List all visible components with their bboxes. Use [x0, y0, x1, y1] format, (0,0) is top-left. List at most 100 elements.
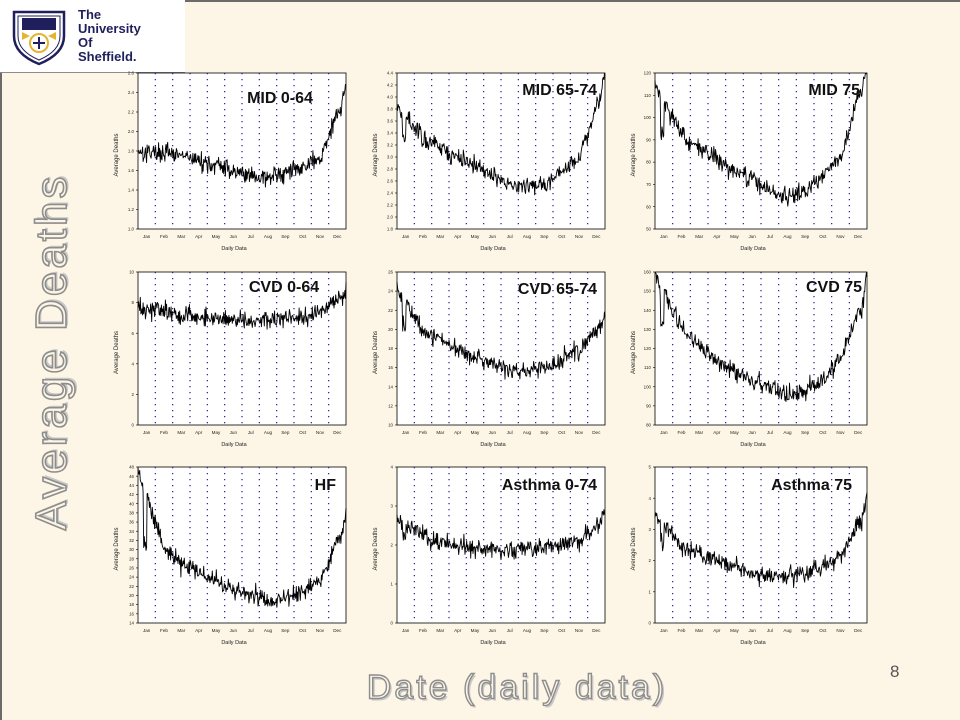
- x-tick-label: Mar: [436, 234, 444, 239]
- y-tick-label: 100: [644, 115, 652, 120]
- x-tick-label: Sep: [540, 430, 549, 435]
- x-tick-label: Aug: [264, 430, 273, 435]
- x-tick-label: Jun: [230, 628, 238, 633]
- slide-x-axis-title: Date (daily data): [366, 668, 668, 707]
- x-tick-label: Feb: [678, 234, 686, 239]
- x-tick-label: May: [212, 628, 221, 633]
- x-tick-label: Oct: [819, 430, 827, 435]
- x-tick-label: Dec: [592, 430, 601, 435]
- series-line: [655, 272, 868, 403]
- x-tick-label: Aug: [523, 234, 532, 239]
- y-tick-label: 3.4: [387, 131, 394, 136]
- y-tick-label: 4: [649, 496, 652, 501]
- chart-panel-3: Jan Feb Mar Apr May Jun Jul Aug Sep Oct Nov Dec 50 60…: [631, 71, 868, 252]
- y-tick-label: 150: [644, 289, 652, 294]
- y-axis-label: Average Deaths: [373, 528, 379, 571]
- x-tick-label: Dec: [592, 628, 601, 633]
- chart-title: Asthma 75: [771, 477, 852, 494]
- y-tick-label: 6: [132, 331, 135, 336]
- series-line: [654, 492, 868, 589]
- x-tick-label: Aug: [264, 628, 273, 633]
- y-tick-label: 4: [132, 361, 135, 366]
- x-tick-label: Sep: [801, 430, 810, 435]
- y-tick-label: 14: [129, 621, 134, 626]
- chart-panel-5: Jan Feb Mar Apr May Jun Jul Aug Sep Oct Nov Dec 10 12…: [373, 270, 606, 448]
- x-axis-label: Daily Data: [740, 246, 766, 252]
- x-tick-label: Jan: [402, 234, 410, 239]
- series-line: [137, 282, 347, 330]
- chart-panel-7: Jan Feb Mar Apr May Jun Jul Aug Sep Oct Nov Dec 14 16…: [114, 465, 347, 646]
- x-tick-label: Oct: [558, 234, 566, 239]
- y-tick-label: 24: [129, 575, 134, 580]
- y-tick-label: 22: [129, 584, 134, 589]
- chart-panel-4: Jan Feb Mar Apr May Jun Jul Aug Sep Oct Nov Dec 0 2 4 6…: [114, 270, 347, 448]
- y-tick-label: 120: [644, 346, 652, 351]
- x-tick-label: Aug: [264, 234, 273, 239]
- x-tick-label: Apr: [195, 628, 203, 633]
- y-tick-label: 3.6: [387, 119, 394, 124]
- y-tick-label: 46: [129, 474, 134, 479]
- chart-title: MID 75: [808, 82, 860, 99]
- x-tick-label: Jul: [767, 628, 773, 633]
- series-line: [396, 509, 606, 561]
- x-tick-label: Jan: [143, 430, 151, 435]
- x-tick-label: Jul: [248, 628, 254, 633]
- x-tick-label: Mar: [177, 234, 185, 239]
- x-tick-label: Apr: [454, 628, 462, 633]
- y-tick-label: 50: [646, 227, 651, 232]
- x-tick-label: Aug: [523, 430, 532, 435]
- chart-title: MID 0-64: [247, 90, 313, 107]
- x-tick-label: Oct: [558, 628, 566, 633]
- chart-panel-2: Jan Feb Mar Apr May Jun Jul Aug Sep Oct Nov Dec 1.8 2…: [373, 71, 606, 252]
- x-tick-label: May: [471, 430, 480, 435]
- y-tick-label: 1: [391, 582, 394, 587]
- chart-panel-1: Jan Feb Mar Apr May Jun Jul Aug Sep Oct Nov Dec 1.0 1…: [114, 71, 347, 252]
- chart-title: MID 65-74: [522, 82, 597, 99]
- y-tick-label: 90: [646, 137, 651, 142]
- x-tick-label: Mar: [695, 430, 703, 435]
- x-tick-label: Mar: [695, 234, 703, 239]
- x-tick-label: Sep: [540, 628, 549, 633]
- x-tick-label: Apr: [195, 430, 203, 435]
- plot-area: [137, 271, 347, 426]
- x-tick-label: Jun: [489, 430, 497, 435]
- y-tick-label: 3.8: [387, 107, 394, 112]
- y-axis-label: Average Deaths: [114, 528, 120, 571]
- x-tick-label: Sep: [281, 430, 290, 435]
- y-tick-label: 2.6: [128, 71, 135, 76]
- y-tick-label: 1: [649, 589, 652, 594]
- x-tick-label: Feb: [160, 234, 168, 239]
- y-tick-label: 1.8: [128, 149, 135, 154]
- page-number: 8: [890, 662, 900, 681]
- x-tick-label: May: [730, 234, 739, 239]
- y-tick-label: 5: [649, 465, 652, 470]
- y-tick-label: 36: [129, 520, 134, 525]
- y-tick-label: 26: [388, 270, 393, 275]
- x-tick-label: Nov: [316, 628, 325, 633]
- x-tick-label: May: [730, 628, 739, 633]
- y-tick-label: 160: [644, 270, 652, 275]
- x-tick-label: Jan: [143, 628, 151, 633]
- y-tick-label: 1.4: [128, 188, 135, 193]
- y-tick-label: 2.4: [387, 191, 394, 196]
- chart-panel-8: Jan Feb Mar Apr May Jun Jul Aug Sep Oct Nov Dec 0 1 2 3…: [373, 465, 606, 646]
- x-tick-label: Mar: [177, 430, 185, 435]
- y-axis-label: Average Deaths: [631, 134, 637, 177]
- y-tick-label: 2.4: [128, 90, 135, 95]
- y-tick-label: 70: [646, 182, 651, 187]
- x-tick-label: Sep: [540, 234, 549, 239]
- x-tick-label: Jan: [660, 430, 668, 435]
- x-tick-label: Aug: [783, 628, 792, 633]
- x-axis-label: Daily Data: [480, 640, 506, 646]
- y-tick-label: 3: [649, 527, 652, 532]
- x-axis-label: Daily Data: [221, 442, 247, 448]
- x-tick-label: Nov: [575, 234, 584, 239]
- y-tick-label: 140: [644, 308, 652, 313]
- y-tick-label: 14: [388, 384, 393, 389]
- x-tick-label: Jan: [660, 234, 668, 239]
- chart-panel-9: Jan Feb Mar Apr May Jun Jul Aug Sep Oct Nov Dec 0 1 2 3…: [631, 465, 868, 646]
- university-logo: The University Of Sheffield.: [0, 0, 185, 73]
- y-tick-label: 3: [391, 504, 394, 509]
- y-tick-label: 32: [129, 538, 134, 543]
- y-tick-label: 130: [644, 327, 652, 332]
